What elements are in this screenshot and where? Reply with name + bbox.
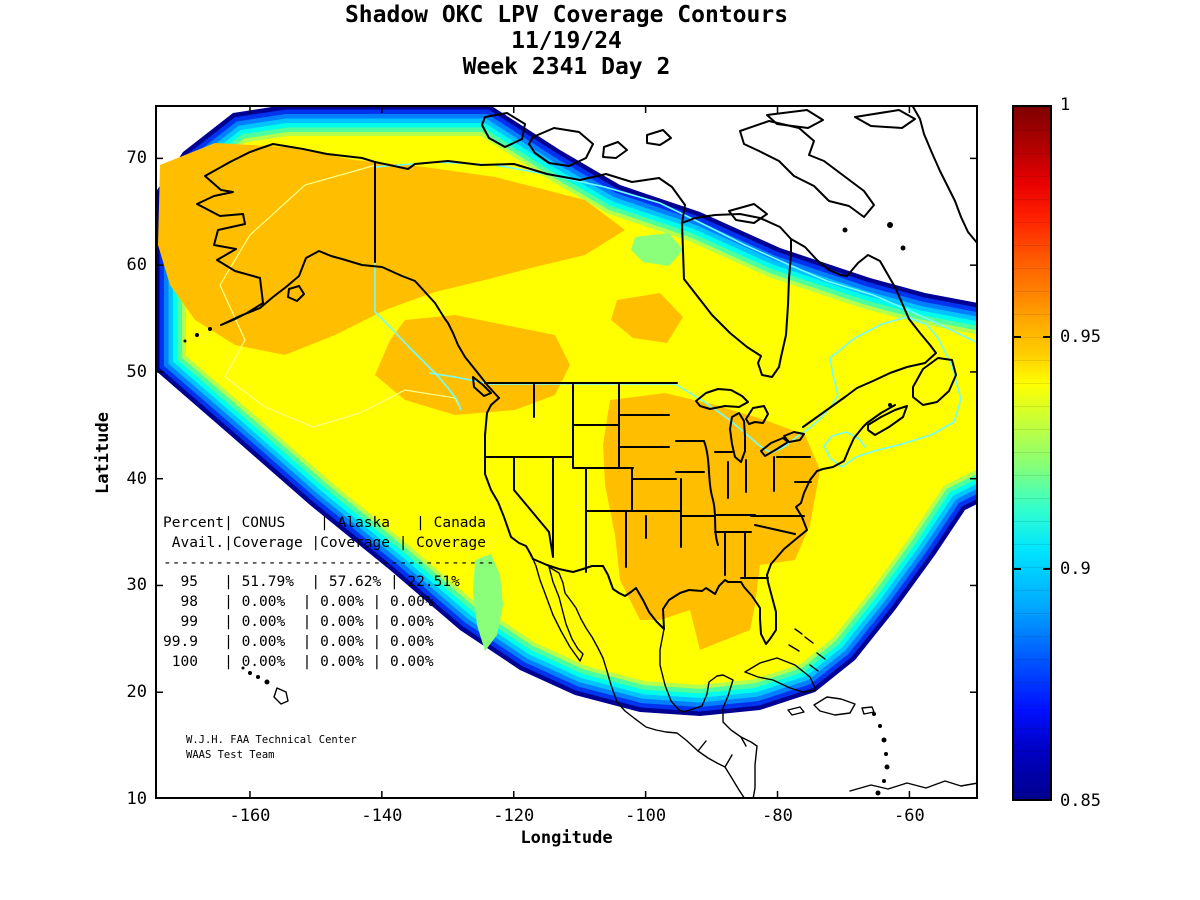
coastline-path: [602, 141, 628, 159]
colorbar-tick-label: 1: [1060, 95, 1071, 115]
coastline-path-thin: [813, 696, 856, 716]
island-dot: [884, 764, 890, 770]
island-dot: [183, 339, 187, 343]
colorbar: [1012, 105, 1052, 801]
colorbar-tick-mark: [1014, 568, 1021, 570]
coastline-path-thin: [744, 657, 817, 693]
island-dot: [875, 790, 881, 796]
coastline-path: [374, 160, 686, 224]
island-dot: [878, 724, 882, 728]
coastline-path: [867, 405, 908, 436]
plot-title: Shadow OKC LPV Coverage Contours 11/19/2…: [155, 2, 978, 80]
region-boundary-cyan: [374, 161, 978, 344]
availability-table: Percent| CONUS | Alaska | Canada Avail.|…: [163, 515, 495, 670]
map-plot-area: [155, 105, 978, 799]
coastline-path: [739, 120, 875, 218]
coastline-path: [728, 203, 768, 224]
coastline-path: [662, 404, 896, 645]
island-dot: [884, 752, 888, 756]
colorbar-tick-label: 0.95: [1060, 327, 1101, 347]
coastline-path: [646, 129, 672, 146]
island-dot: [208, 327, 212, 331]
island-dot: [887, 222, 893, 228]
island-dot: [881, 737, 887, 743]
island-dot: [264, 679, 270, 685]
island-dot: [256, 675, 260, 679]
orange-contour-region: [158, 143, 625, 355]
coastline-path: [745, 405, 769, 425]
coastline-path: [532, 558, 665, 630]
coastline-path: [912, 357, 957, 406]
orange-contour-region: [611, 293, 683, 343]
x-tick-label: -80: [762, 806, 793, 826]
x-tick-label: -140: [361, 806, 403, 826]
coastline-path: [196, 143, 449, 326]
green-contour-region: [473, 554, 503, 651]
island-dot: [872, 712, 876, 716]
y-tick-label: 20: [126, 682, 147, 703]
region-boundaries: [219, 161, 978, 468]
coastline-path: [481, 112, 526, 148]
y-axis-label: Latitude: [93, 412, 113, 494]
y-tick-label: 10: [126, 789, 147, 809]
colorbar-tick-mark: [1043, 336, 1050, 338]
credit-text: W.J.H. FAA Technical Center WAAS Test Te…: [186, 734, 357, 761]
x-axis-label: Longitude: [520, 828, 613, 848]
coastline-path-thin: [849, 780, 978, 792]
coastline-path: [528, 127, 594, 167]
island-dot: [195, 333, 199, 337]
coastline-path: [287, 285, 305, 302]
coastline-path-thin: [788, 628, 826, 672]
coastline-path-thin: [273, 687, 289, 705]
coastlines: [183, 105, 978, 799]
x-tick-label: -160: [229, 806, 271, 826]
coverage-contour-map: [155, 105, 978, 799]
alaska-region-outline-yellow: [219, 164, 462, 428]
title-line-3: Week 2341 Day 2: [462, 54, 671, 80]
colorbar-tick-mark: [1043, 568, 1050, 570]
y-tick-label: 40: [126, 468, 147, 489]
coastline-path: [766, 109, 824, 129]
island-dot: [888, 403, 892, 407]
coastline-path: [729, 412, 746, 463]
coastline-path-thin: [787, 706, 805, 716]
colorbar-tick-label: 0.85: [1060, 791, 1101, 811]
axes-frame: [155, 105, 978, 799]
coastline-path: [447, 322, 500, 399]
x-tick-label: -100: [625, 806, 667, 826]
green-contour-region: [631, 233, 683, 266]
coastline-path: [695, 388, 749, 410]
x-tick-label: -60: [894, 806, 925, 826]
region-boundary-cyan: [428, 316, 962, 468]
coastline-path: [681, 213, 792, 378]
coastline-path: [472, 376, 492, 397]
region-boundary-cyan: [374, 165, 462, 411]
coastline-path: [790, 238, 937, 428]
island-dot: [882, 779, 886, 783]
coastline-path: [854, 109, 916, 129]
title-line-2: 11/19/24: [511, 28, 622, 54]
island-dot: [900, 245, 906, 251]
x-tick-label: -120: [493, 806, 535, 826]
coastline-path-thin: [659, 628, 758, 799]
orange-contour-region: [603, 393, 820, 650]
y-tick-label: 60: [126, 255, 147, 276]
colorbar-tick-label: 0.9: [1060, 559, 1091, 579]
coastline-path-thin: [532, 558, 746, 799]
coastline-path: [484, 397, 534, 560]
y-tick-label: 30: [126, 575, 147, 596]
title-line-1: Shadow OKC LPV Coverage Contours: [344, 2, 789, 28]
island-dot: [241, 666, 245, 670]
coastline-path: [783, 431, 805, 443]
coastline-path: [484, 382, 812, 579]
y-tick-label: 70: [126, 148, 147, 169]
island-dot: [248, 671, 252, 675]
coastline-path: [911, 105, 978, 245]
coastline-path-thin: [861, 706, 875, 715]
y-tick-label: 50: [126, 361, 147, 382]
colorbar-tick-mark: [1014, 336, 1021, 338]
coastline-path-thin: [697, 736, 747, 768]
island-dot: [842, 227, 848, 233]
